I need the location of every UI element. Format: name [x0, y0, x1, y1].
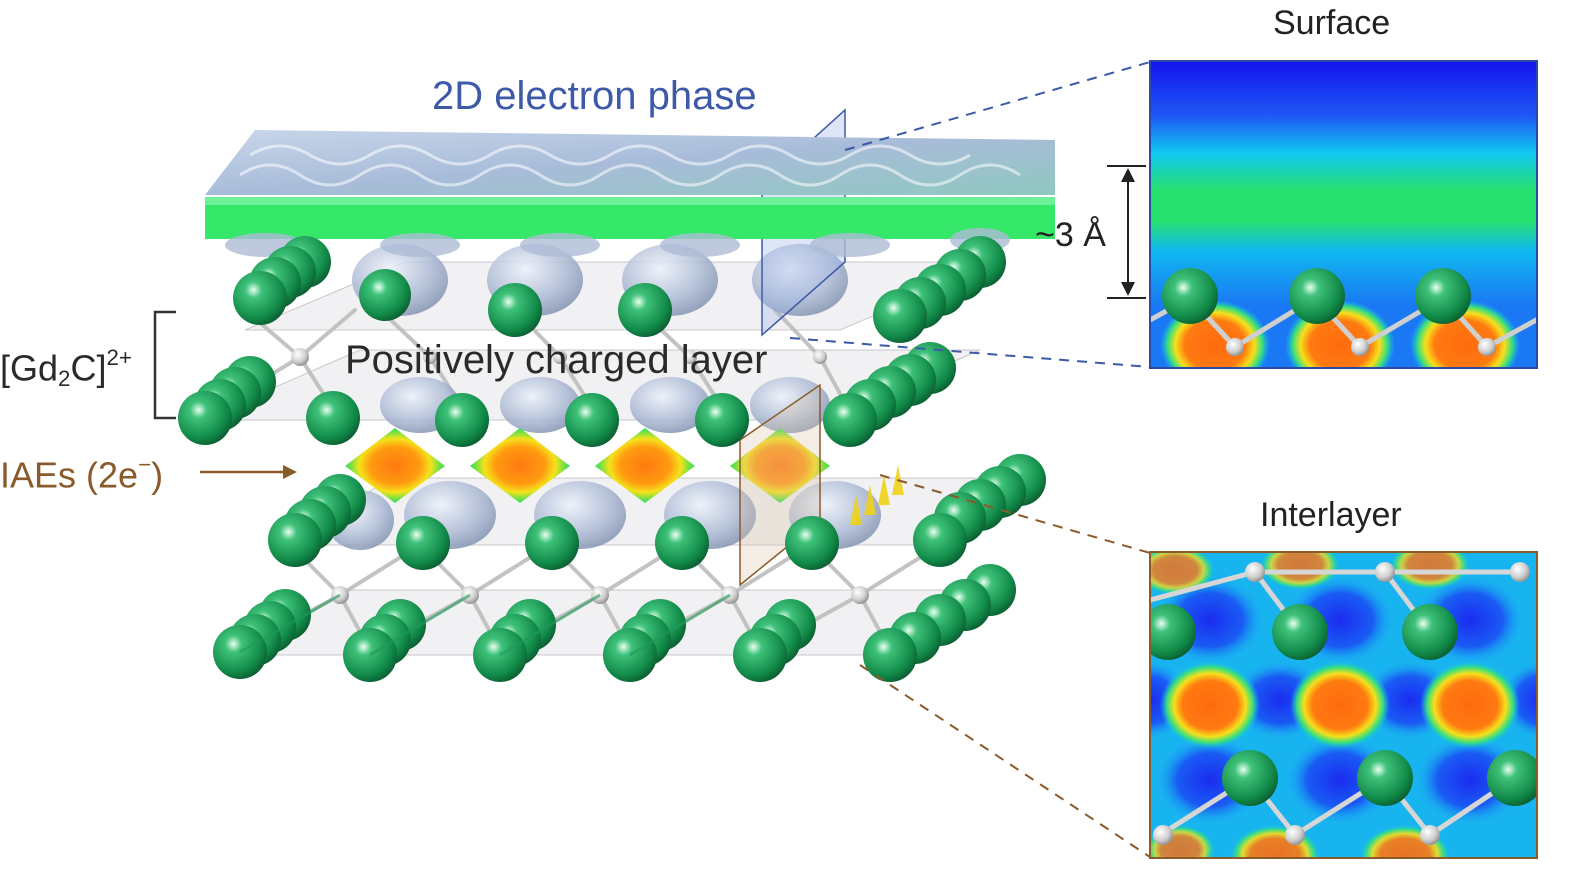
phase-label: 2D electron phase	[432, 74, 757, 118]
surface-density-hotspots	[1160, 300, 1520, 367]
interlayer-panel	[1151, 553, 1536, 857]
crystal-structure	[178, 108, 1055, 682]
formula-subscript: 2	[58, 366, 71, 392]
carbon-atoms	[291, 348, 869, 604]
gd-carbon-bonds	[239, 593, 731, 657]
gd-row-top	[233, 236, 1006, 343]
gd-row-lower-middle	[268, 454, 1046, 570]
distance-label: ~3 Å	[1035, 216, 1106, 254]
interlayer-connector-lines	[859, 474, 1151, 858]
formula-label: [Gd2C]2+	[0, 345, 132, 392]
positive-layer-label: Positively charged layer	[345, 338, 768, 382]
interlayer-title: Interlayer	[1260, 496, 1402, 534]
formula-mid: C]	[70, 347, 107, 389]
surface-panel-frame	[1149, 60, 1538, 369]
gd-atoms	[178, 236, 1046, 682]
electron-sheet-2d	[205, 130, 1055, 257]
surface-connector-lines	[789, 61, 1151, 368]
formula-main: [Gd	[0, 347, 59, 389]
iae-end: )	[151, 454, 164, 496]
iae-label: IAEs (2e−)	[0, 452, 163, 497]
layer-bracket	[153, 310, 176, 420]
iae-arrow	[200, 465, 297, 479]
gd-row-upper-middle	[178, 342, 956, 447]
surface-panel	[1151, 62, 1536, 367]
interlayer-panel-frame	[1149, 551, 1538, 859]
distance-indicator	[1107, 165, 1146, 299]
iae-density-spots	[345, 428, 904, 525]
formula-superscript: 2+	[106, 345, 132, 370]
surface-title: Surface	[1273, 4, 1391, 42]
iae-superscript: −	[138, 452, 152, 477]
iae-main: IAEs (2e	[0, 454, 139, 496]
